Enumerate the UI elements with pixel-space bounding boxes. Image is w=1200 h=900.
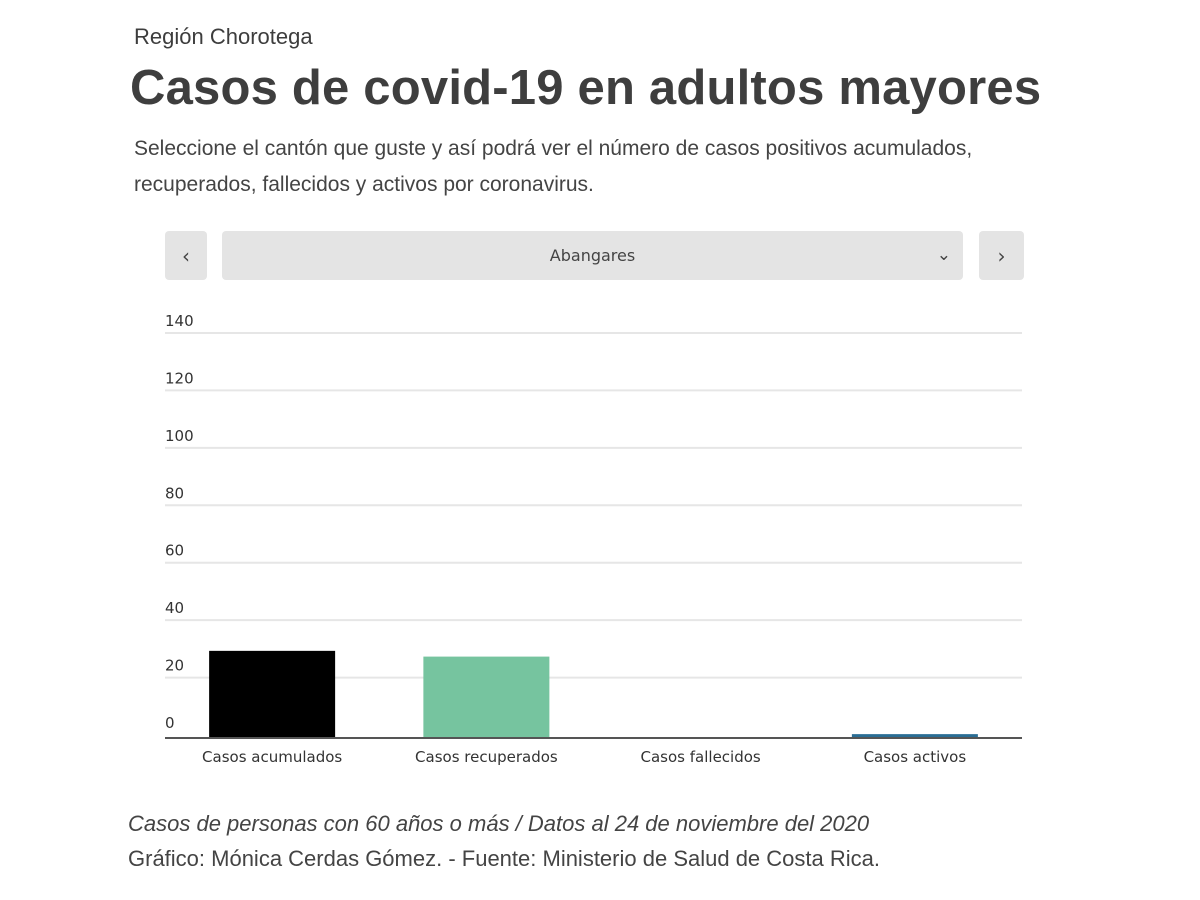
x-tick-label: Casos fallecidos: [641, 748, 761, 766]
description: Seleccione el cantón que guste y así pod…: [134, 137, 973, 196]
selected-canton: Abangares: [549, 246, 636, 265]
y-tick-label: 120: [165, 369, 194, 387]
bar[interactable]: [209, 650, 336, 737]
previous-canton-button[interactable]: ‹: [165, 231, 207, 280]
credit-line: Gráfico: Mónica Cerdas Gómez. - Fuente: …: [128, 846, 880, 871]
next-canton-button[interactable]: ›: [979, 231, 1024, 280]
bar[interactable]: [423, 656, 550, 737]
y-tick-label: 100: [165, 427, 194, 445]
y-tick-label: 80: [165, 484, 184, 502]
chevron-right-icon: ›: [997, 243, 1006, 268]
y-tick-label: 0: [165, 714, 175, 732]
y-tick-label: 140: [165, 312, 194, 330]
y-tick-label: 20: [165, 657, 184, 675]
region-kicker: Región Chorotega: [134, 24, 313, 49]
x-tick-label: Casos recuperados: [415, 748, 558, 766]
chart-svg: 0 20 40 60 80 100 120 140 Casos acumulados Casos …: [165, 312, 1022, 766]
y-tick-label: 40: [165, 599, 184, 617]
chevron-left-icon: ‹: [182, 243, 190, 268]
footnote: Casos de personas con 60 años o más / Da…: [128, 811, 870, 836]
x-tick-label: Casos acumulados: [202, 748, 342, 766]
page-title: Casos de covid-19 en adultos mayores: [130, 61, 1042, 115]
canton-select[interactable]: Abangares ⌄: [222, 231, 963, 280]
y-tick-label: 60: [165, 542, 184, 560]
x-tick-label: Casos activos: [864, 748, 967, 766]
bar[interactable]: [851, 734, 978, 737]
chevron-down-icon: ⌄: [936, 245, 951, 265]
bar-chart: 0 20 40 60 80 100 120 140 Casos acumulados Casos …: [160, 300, 1030, 785]
